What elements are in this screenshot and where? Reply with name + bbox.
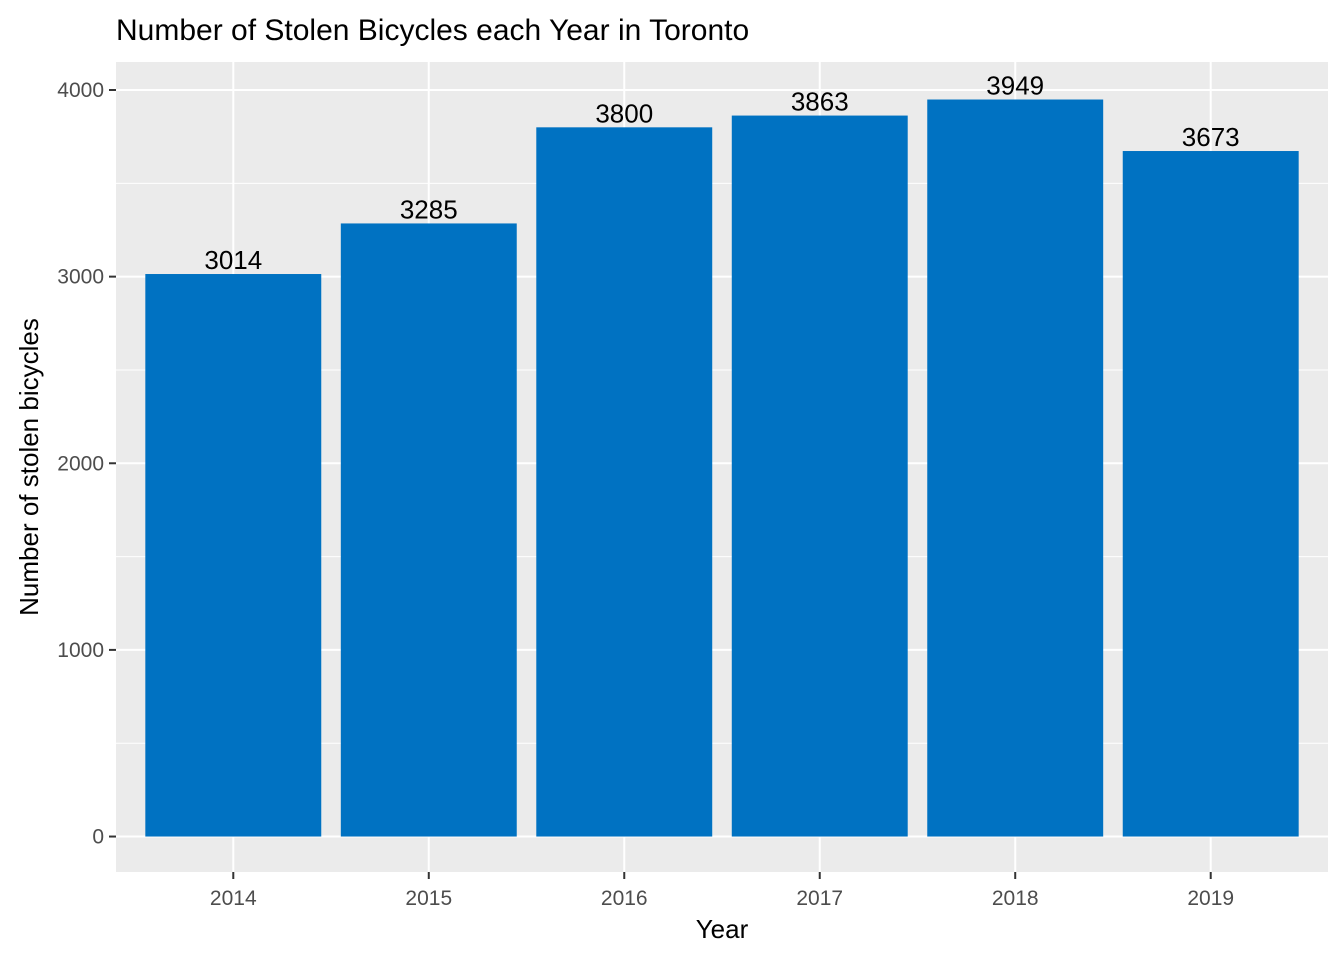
bars: [145, 99, 1299, 837]
data-label: 3673: [1182, 122, 1240, 152]
y-tick-label: 2000: [57, 452, 104, 475]
data-label: 3014: [204, 245, 262, 275]
y-tick-label: 4000: [57, 79, 104, 102]
x-tick-label: 2015: [405, 887, 452, 910]
chart-title: Number of Stolen Bicycles each Year in T…: [116, 14, 749, 47]
data-label: 3800: [595, 98, 653, 128]
x-tick-label: 2014: [210, 887, 257, 910]
bar-2019: [1122, 151, 1299, 837]
x-axis-title: Year: [696, 914, 749, 944]
x-tick-label: 2017: [796, 887, 843, 910]
x-tick-label: 2016: [601, 887, 648, 910]
x-tick-label: 2018: [992, 887, 1039, 910]
x-tick-label: 2019: [1187, 887, 1234, 910]
y-axis-title: Number of stolen bicycles: [14, 318, 44, 616]
data-label: 3949: [986, 71, 1044, 101]
data-label: 3285: [400, 194, 458, 224]
y-axis: 0 1000 2000 3000 4000: [57, 79, 116, 849]
y-tick-label: 3000: [57, 266, 104, 289]
y-tick-label: 1000: [57, 639, 104, 662]
bar-2016: [536, 127, 713, 837]
data-label: 3863: [791, 87, 849, 117]
y-tick-label: 0: [92, 826, 104, 849]
x-axis: 2014 2015 2016 2017 2018 2019: [210, 872, 1234, 910]
data-labels: 3014 3285 3800 3863 3949 3673: [204, 71, 1239, 276]
bar-2015: [340, 223, 517, 837]
bar-2017: [731, 115, 908, 837]
bar-2018: [927, 99, 1104, 837]
bar-2014: [145, 274, 322, 837]
